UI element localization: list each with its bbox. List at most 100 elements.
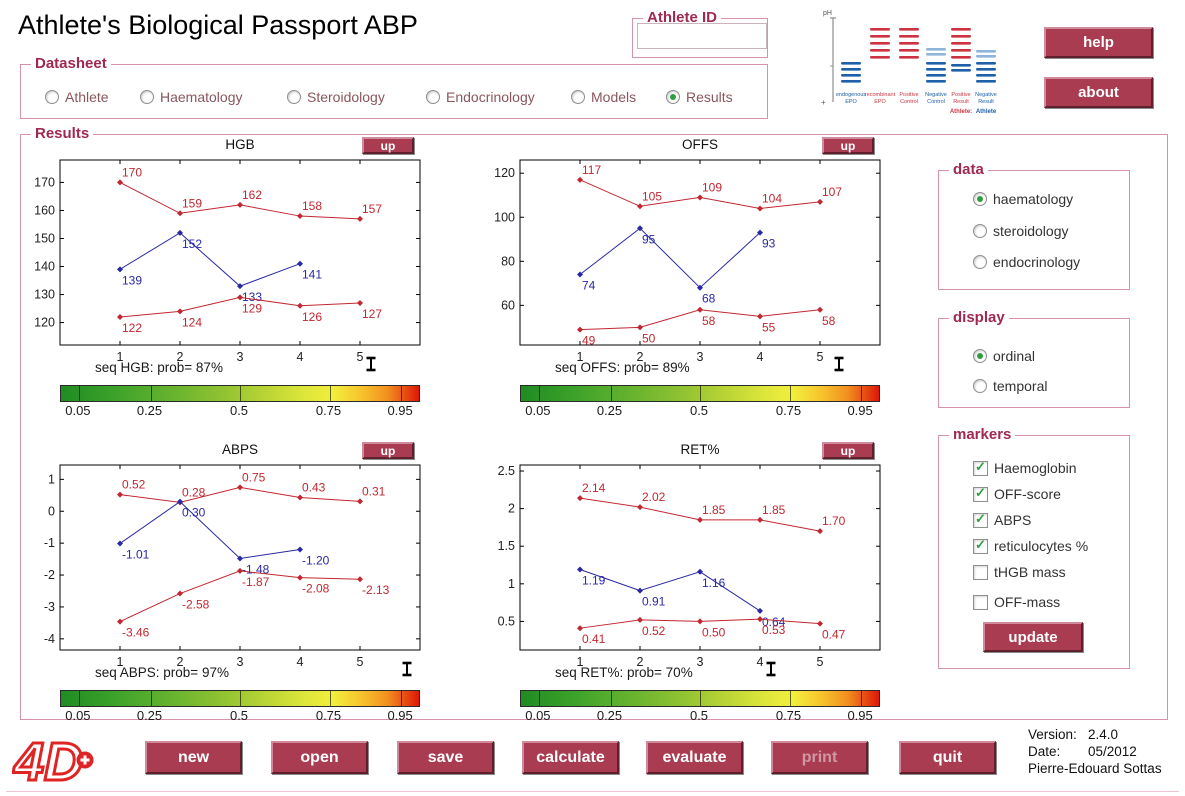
marker-option-off-score: OFF-score xyxy=(973,485,1061,502)
save-button[interactable]: save xyxy=(397,741,494,774)
svg-text:107: 107 xyxy=(822,185,842,199)
checkbox-reticulocytes[interactable] xyxy=(973,537,988,554)
svg-text:2.14: 2.14 xyxy=(582,481,606,495)
svg-text:4: 4 xyxy=(297,350,304,364)
svg-text:126: 126 xyxy=(302,310,322,324)
evaluate-button[interactable]: evaluate xyxy=(646,741,743,774)
chart-panel-offs: OFFS up 1 2 3 4 5 60 80 100 120 117 105 109 104 107 74… xyxy=(478,137,908,437)
svg-text:Result: Result xyxy=(953,99,969,105)
open-button[interactable]: open xyxy=(271,741,368,774)
svg-text:1: 1 xyxy=(48,472,55,486)
svg-text:2: 2 xyxy=(508,502,515,516)
seq-probability-label: seq RET%: prob= 70% xyxy=(555,665,693,680)
svg-text:80: 80 xyxy=(501,254,515,268)
chart-up-button[interactable]: up xyxy=(362,442,414,459)
svg-text:2: 2 xyxy=(637,350,644,364)
svg-text:93: 93 xyxy=(762,237,776,251)
svg-text:1.70: 1.70 xyxy=(822,514,846,528)
radio-ordinal[interactable] xyxy=(973,349,987,363)
svg-text:1: 1 xyxy=(577,350,584,364)
athlete-id-group-label: Athlete ID xyxy=(643,9,722,26)
radio-steroidology-data[interactable] xyxy=(973,224,987,238)
svg-text:-1: -1 xyxy=(44,536,55,550)
colorbar-tick xyxy=(789,691,791,706)
colorbar-tick-label: 0.25 xyxy=(136,403,163,418)
svg-text:1: 1 xyxy=(117,350,124,364)
datasheet-group-label: Datasheet xyxy=(31,55,111,72)
prob-cursor-icon xyxy=(365,356,377,372)
radio-steroidology[interactable] xyxy=(287,90,301,104)
svg-text:0.31: 0.31 xyxy=(362,484,386,498)
chart-plot: 1 2 3 4 5 60 80 100 120 117 105 109 104 107 74 95 68 93 49… xyxy=(494,159,881,364)
about-button[interactable]: about xyxy=(1044,77,1153,108)
radio-endocrinology-data[interactable] xyxy=(973,255,987,269)
radio-results[interactable] xyxy=(666,90,680,104)
svg-text:140: 140 xyxy=(34,260,55,274)
chart-up-button[interactable]: up xyxy=(822,137,874,154)
colorbar-tick-label: 0.95 xyxy=(847,403,873,418)
chart-up-button[interactable]: up xyxy=(822,442,874,459)
svg-text:55: 55 xyxy=(762,320,776,334)
checkbox-haemoglobin[interactable] xyxy=(973,459,988,476)
date-value: 05/2012 xyxy=(1088,744,1137,759)
svg-text:EPO: EPO xyxy=(845,99,857,105)
print-button[interactable]: print xyxy=(771,741,868,774)
colorbar-tick xyxy=(78,691,80,706)
svg-text:1.16: 1.16 xyxy=(702,576,726,590)
radio-models[interactable] xyxy=(571,90,585,104)
display-option-temporal: temporal xyxy=(973,378,1047,394)
radio-athlete[interactable] xyxy=(45,90,59,104)
checkbox-off-mass[interactable] xyxy=(973,594,988,610)
colorbar-tick-label: 0.05 xyxy=(525,708,551,723)
checkbox-thgb-mass[interactable] xyxy=(973,564,988,580)
colorbar-tick-label: 0.05 xyxy=(65,403,91,418)
svg-text:100: 100 xyxy=(494,210,515,224)
svg-text:124: 124 xyxy=(182,315,202,329)
svg-text:-2.13: -2.13 xyxy=(362,583,390,597)
athlete-id-group: Athlete ID xyxy=(632,9,768,58)
svg-text:0.91: 0.91 xyxy=(642,595,666,609)
radio-haematology-data[interactable] xyxy=(973,192,987,206)
update-button[interactable]: update xyxy=(983,622,1083,652)
datasheet-option-label: Models xyxy=(591,89,637,105)
checkbox-off-score[interactable] xyxy=(973,485,988,502)
marker-option-label: tHGB mass xyxy=(994,564,1066,580)
app-logo-text: 4D xyxy=(13,732,83,790)
svg-text:3: 3 xyxy=(237,350,244,364)
window-bottom-border xyxy=(6,791,1179,792)
markers-group-label: markers xyxy=(949,426,1016,443)
chart-plot: 1 2 3 4 5 120 130 140 150 160 170 170 159 162 158 157 13… xyxy=(34,159,421,364)
colorbar-tick xyxy=(401,691,403,706)
colorbar-tick xyxy=(610,386,612,401)
checkbox-abps[interactable] xyxy=(973,511,988,528)
svg-text:1.85: 1.85 xyxy=(702,503,726,517)
datasheet-option-steroidology: Steroidology xyxy=(287,89,385,105)
chart-panel-abps: ABPS up 1 2 3 4 5 -4 -3 -2 -1 0 1 0.52 0.28 0.75 0.43 0… xyxy=(18,442,448,742)
quit-button[interactable]: quit xyxy=(899,741,996,774)
colorbar-tick-label: 0.5 xyxy=(229,708,249,723)
datasheet-option-label: Steroidology xyxy=(307,89,385,105)
help-button[interactable]: help xyxy=(1044,27,1153,58)
svg-text:Result: Result xyxy=(978,99,994,105)
svg-text:2: 2 xyxy=(637,655,644,669)
svg-text:0.5: 0.5 xyxy=(498,614,515,628)
athlete-id-input[interactable] xyxy=(637,23,767,49)
chart-up-button[interactable]: up xyxy=(362,137,414,154)
svg-text:endogenous: endogenous xyxy=(836,92,867,98)
colorbar-tick-label: 0.75 xyxy=(315,708,342,723)
svg-text:Athlete: Athlete xyxy=(976,109,997,115)
display-option-ordinal: ordinal xyxy=(973,348,1035,364)
radio-temporal[interactable] xyxy=(973,379,987,393)
calculate-button[interactable]: calculate xyxy=(522,741,619,774)
colorbar-tick xyxy=(150,386,152,401)
colorbar-tick xyxy=(700,691,701,706)
svg-text:117: 117 xyxy=(582,163,601,177)
radio-haematology[interactable] xyxy=(140,90,154,104)
probability-colorbar xyxy=(520,690,880,707)
radio-endocrinology[interactable] xyxy=(426,90,440,104)
data-group: data haematology steroidology endocrinol… xyxy=(938,161,1130,290)
colorbar-tick-label: 0.75 xyxy=(775,403,802,418)
svg-text:162: 162 xyxy=(242,188,262,202)
new-button[interactable]: new xyxy=(145,741,242,774)
colorbar-tick xyxy=(610,691,612,706)
